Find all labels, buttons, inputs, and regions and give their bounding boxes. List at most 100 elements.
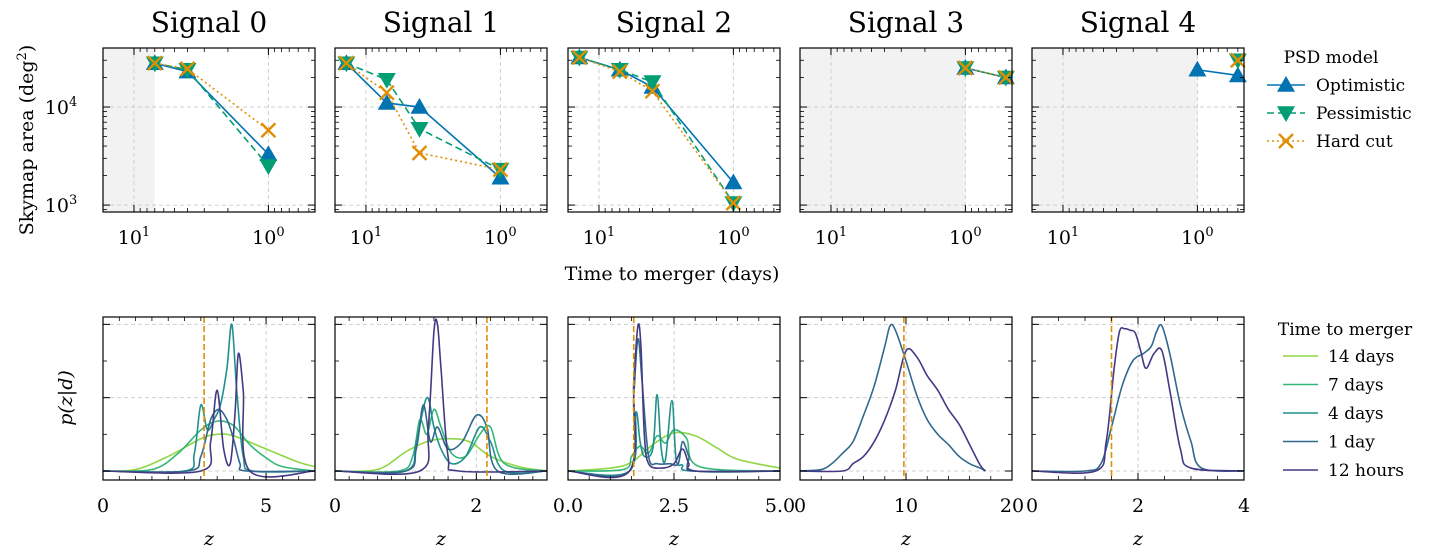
x-tick-label-exp: 0	[276, 225, 284, 240]
panel-title: Signal 0	[151, 6, 267, 39]
series-line-hard-cut	[345, 62, 501, 171]
panel-frame	[567, 47, 781, 213]
x-tick-label-1: 100	[1181, 225, 1213, 249]
marker-optimistic-1	[1228, 66, 1247, 83]
legend-label: 12 hours	[1328, 461, 1404, 481]
legend-title: PSD model	[1284, 48, 1379, 68]
marker-optimistic-3	[724, 173, 743, 190]
legend-marker	[1277, 76, 1295, 92]
marker-hard-cut-0	[338, 55, 355, 72]
series-line-hard-cut	[965, 67, 1007, 79]
legend-item-14-days: 14 days	[1283, 347, 1394, 367]
y-tick-label-base: 10	[45, 97, 69, 119]
marker-optimistic-1	[377, 93, 396, 110]
top-y-axis-label-close: )	[16, 45, 38, 52]
x-tick-label-0: 0.0	[553, 495, 583, 517]
x-tick-label-exp: 0	[973, 225, 981, 240]
unavailable-region	[1032, 48, 1198, 212]
marker-hard-cut-1	[998, 69, 1014, 86]
x-tick-label-0: 0	[97, 495, 109, 517]
x-tick-label-base: 10	[1181, 227, 1205, 249]
marker-hard-cut-1	[611, 63, 628, 80]
x-tick-label-base: 10	[1047, 227, 1071, 249]
legend-marker	[1278, 133, 1294, 149]
legend-item-hard-cut: Hard cut	[1267, 132, 1393, 152]
x-tick-label-1: 2	[470, 495, 482, 517]
x-tick-label-0: 0	[794, 495, 806, 517]
redshift-panel-4: 0 2 4 z	[1026, 316, 1250, 550]
legend-label: 4 days	[1328, 404, 1384, 424]
x-tick-label-0: 101	[350, 225, 382, 249]
series-line-pessimistic	[346, 62, 501, 171]
marker-pessimistic-1	[178, 63, 197, 79]
legend-item-optimistic: Optimistic	[1267, 76, 1405, 96]
panel-frame	[102, 47, 316, 213]
marker-hard-cut-2	[411, 145, 428, 161]
y-tick-label-base: 10	[45, 195, 69, 217]
legend-marker	[1277, 106, 1295, 122]
x-tick-label-exp: 0	[741, 225, 749, 240]
density-7-days	[334, 408, 548, 473]
x-tick-label-exp: 0	[508, 225, 516, 240]
x-tick-label-1: 2	[1132, 495, 1144, 517]
marker-hard-cut-0	[957, 60, 974, 76]
x-axis-label: z	[203, 528, 215, 550]
top-y-axis-label-text: Skymap area (deg	[16, 60, 38, 235]
marker-hard-cut-0	[146, 55, 163, 72]
density-4-days	[334, 396, 548, 474]
top-y-axis-label-group: Skymap area (deg2)	[15, 45, 38, 236]
top-y-axis-label: Skymap area (deg2)	[15, 45, 38, 236]
x-tick-label-base: 10	[717, 227, 741, 249]
panel-title: Signal 2	[616, 6, 732, 39]
legend-title: Time to merger	[1278, 320, 1413, 340]
x-tick-label-base: 10	[118, 227, 142, 249]
density-7-days	[567, 429, 781, 472]
top-x-axis-label: Time to merger (days)	[565, 263, 780, 285]
panel-frame	[1031, 316, 1245, 481]
legend-item-12-hours: 12 hours	[1283, 461, 1404, 481]
density-1-day	[102, 408, 316, 473]
x-tick-label-exp: 0	[1205, 225, 1213, 240]
marker-hard-cut-3	[725, 195, 742, 211]
legend-label: Pessimistic	[1316, 104, 1412, 124]
panel-frame	[799, 47, 1013, 213]
panel-frame	[334, 47, 548, 213]
marker-hard-cut-3	[492, 161, 509, 178]
x-axis-label: z	[1132, 528, 1144, 550]
redshift-panel-3: 0 10 20 z	[794, 316, 1024, 550]
legend-psd-model: PSD model Optimistic Pessimistic Hard cut	[1267, 48, 1412, 152]
density-1-day	[799, 323, 986, 472]
density-14-days	[102, 433, 316, 472]
marker-hard-cut-0	[571, 49, 588, 66]
panel-frame	[102, 316, 316, 481]
marker-hard-cut-2	[260, 122, 277, 139]
x-tick-label-exp: 1	[1071, 225, 1079, 240]
series-line-hard-cut	[154, 62, 269, 131]
legend-label: 14 days	[1328, 347, 1394, 367]
unavailable-region	[800, 48, 966, 212]
x-tick-label-exp: 1	[839, 225, 847, 240]
x-tick-label-0: 101	[583, 225, 615, 249]
marker-pessimistic-1	[377, 72, 396, 89]
panel-title: Signal 1	[383, 6, 499, 39]
x-tick-label-2: 5.0	[765, 495, 795, 517]
x-tick-label-base: 10	[583, 227, 607, 249]
panel-title: Signal 4	[1080, 6, 1196, 39]
series-line-optimistic	[154, 62, 269, 155]
legend-time-to-merger: Time to merger 14 days 7 days 4 days 1 day 12…	[1278, 320, 1413, 481]
density-14-days	[334, 437, 548, 473]
density-12-hours	[334, 318, 548, 476]
marker-optimistic-2	[259, 145, 278, 161]
x-tick-label-exp: 1	[607, 225, 615, 240]
legend-label: 7 days	[1328, 376, 1384, 396]
marker-hard-cut-0	[1230, 52, 1246, 69]
x-tick-label-0: 101	[815, 225, 847, 249]
legend-item-7-days: 7 days	[1283, 376, 1384, 396]
x-axis-label: z	[900, 528, 912, 550]
density-12-hours	[799, 347, 987, 473]
x-tick-label-1: 5	[260, 495, 272, 517]
density-7-days	[102, 420, 316, 473]
